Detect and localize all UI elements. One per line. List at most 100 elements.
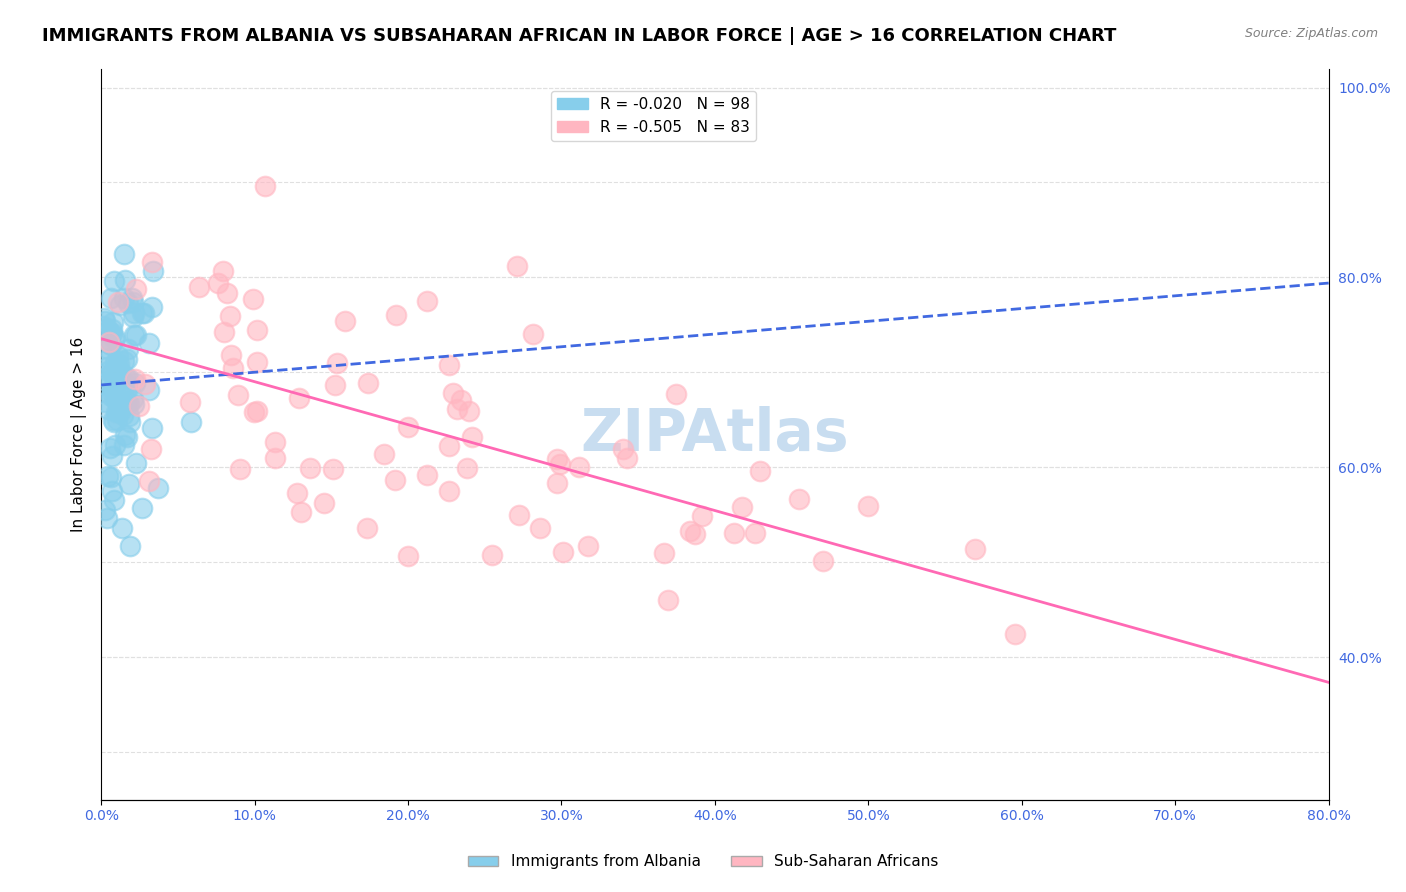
- Point: [179, 394, 201, 409]
- Point: [246, 355, 269, 369]
- Point: [441, 385, 464, 400]
- Point: [568, 460, 591, 475]
- Point: [439, 440, 461, 454]
- Point: [138, 336, 160, 351]
- Point: [101, 326, 124, 340]
- Point: [104, 356, 127, 370]
- Point: [107, 404, 129, 418]
- Point: [104, 331, 127, 345]
- Point: [114, 428, 136, 442]
- Text: Source: ZipAtlas.com: Source: ZipAtlas.com: [1244, 27, 1378, 40]
- Point: [373, 447, 395, 461]
- Point: [98, 334, 121, 349]
- Point: [1004, 627, 1026, 641]
- Point: [104, 438, 127, 452]
- Point: [108, 375, 131, 389]
- Point: [105, 393, 128, 408]
- Point: [103, 368, 125, 383]
- Point: [226, 388, 249, 402]
- Point: [122, 306, 145, 320]
- Point: [460, 430, 482, 444]
- Point: [101, 449, 124, 463]
- Point: [299, 461, 322, 475]
- Point: [118, 539, 141, 553]
- Point: [481, 548, 503, 562]
- Point: [529, 521, 551, 535]
- Point: [546, 452, 568, 467]
- Point: [97, 342, 120, 356]
- Point: [457, 403, 479, 417]
- Point: [787, 491, 810, 506]
- Point: [323, 378, 346, 392]
- Point: [118, 409, 141, 423]
- Point: [965, 541, 987, 556]
- Point: [97, 325, 120, 339]
- Point: [121, 291, 143, 305]
- Point: [141, 300, 163, 314]
- Point: [396, 420, 419, 434]
- Point: [103, 332, 125, 346]
- Point: [322, 462, 344, 476]
- Point: [124, 457, 146, 471]
- Point: [103, 412, 125, 426]
- Point: [657, 593, 679, 607]
- Point: [263, 451, 285, 466]
- Point: [105, 413, 128, 427]
- Point: [117, 296, 139, 310]
- Point: [856, 499, 879, 513]
- Point: [679, 524, 702, 538]
- Point: [103, 274, 125, 288]
- Point: [114, 272, 136, 286]
- Point: [104, 368, 127, 382]
- Point: [188, 280, 211, 294]
- Point: [312, 496, 335, 510]
- Point: [744, 525, 766, 540]
- Point: [100, 337, 122, 351]
- Point: [416, 294, 439, 309]
- Point: [115, 382, 138, 396]
- Point: [118, 397, 141, 411]
- Point: [124, 376, 146, 390]
- Point: [446, 401, 468, 416]
- Point: [576, 539, 599, 553]
- Point: [112, 292, 135, 306]
- Point: [416, 468, 439, 483]
- Point: [437, 358, 460, 372]
- Point: [91, 319, 114, 334]
- Point: [290, 505, 312, 519]
- Point: [121, 294, 143, 309]
- Point: [94, 314, 117, 328]
- Point: [101, 367, 124, 381]
- Legend: Immigrants from Albania, Sub-Saharan Africans: Immigrants from Albania, Sub-Saharan Afr…: [461, 848, 945, 875]
- Point: [132, 306, 155, 320]
- Point: [142, 264, 165, 278]
- Point: [723, 526, 745, 541]
- Point: [103, 416, 125, 430]
- Point: [97, 401, 120, 416]
- Point: [212, 264, 235, 278]
- Point: [94, 503, 117, 517]
- Point: [219, 309, 242, 323]
- Point: [110, 365, 132, 379]
- Point: [508, 508, 530, 522]
- Point: [228, 462, 250, 476]
- Legend: R = -0.020   N = 98, R = -0.505   N = 83: R = -0.020 N = 98, R = -0.505 N = 83: [551, 91, 756, 141]
- Point: [692, 509, 714, 524]
- Point: [385, 309, 408, 323]
- Point: [731, 500, 754, 514]
- Point: [683, 527, 706, 541]
- Point: [101, 322, 124, 336]
- Point: [112, 246, 135, 260]
- Text: ZIPAtlas: ZIPAtlas: [581, 406, 849, 463]
- Point: [103, 492, 125, 507]
- Point: [103, 315, 125, 329]
- Point: [93, 310, 115, 325]
- Point: [180, 415, 202, 429]
- Point: [100, 470, 122, 484]
- Point: [100, 291, 122, 305]
- Point: [117, 430, 139, 444]
- Point: [117, 342, 139, 356]
- Point: [114, 438, 136, 452]
- Point: [100, 338, 122, 352]
- Point: [94, 394, 117, 409]
